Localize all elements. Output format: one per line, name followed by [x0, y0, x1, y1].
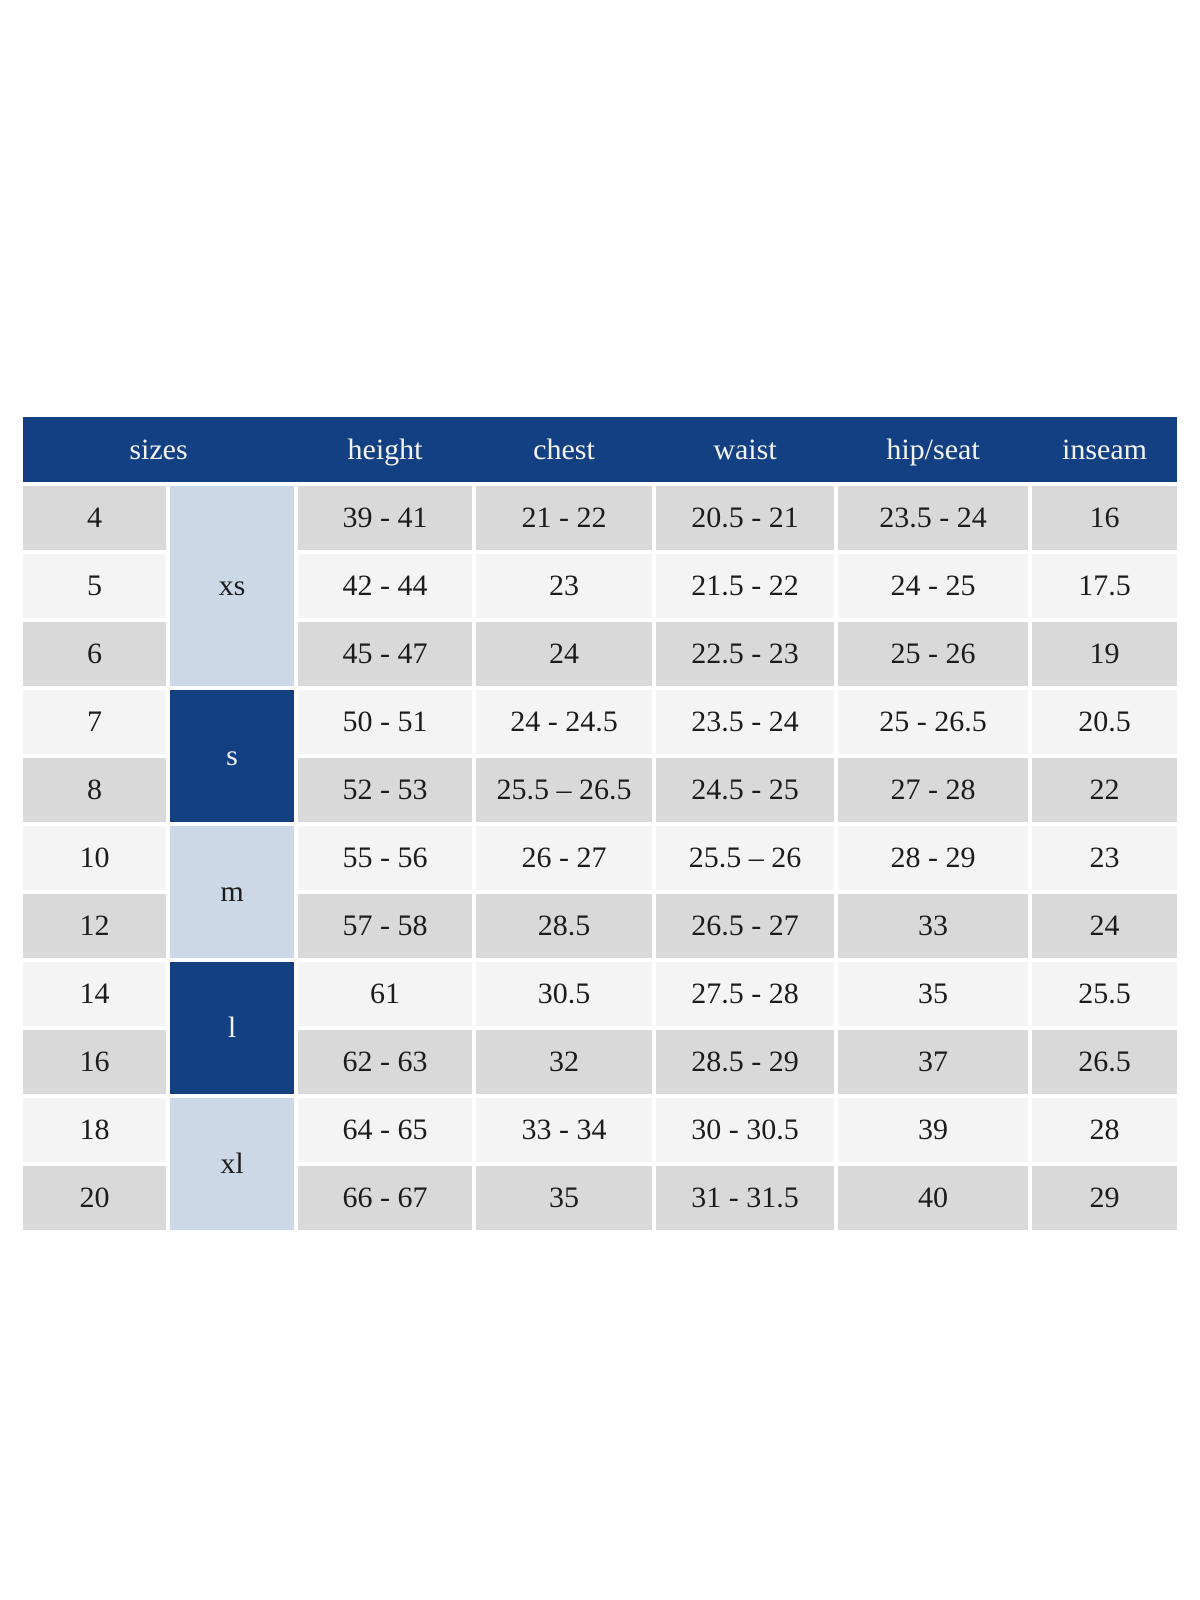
hip-seat-value: 40 [838, 1166, 1028, 1230]
height-value: 42 - 44 [298, 554, 472, 618]
size-value: 8 [23, 758, 166, 822]
inseam-value: 29 [1032, 1166, 1177, 1230]
height-value: 50 - 51 [298, 690, 472, 754]
inseam-value: 17.5 [1032, 554, 1177, 618]
size-value: 6 [23, 622, 166, 686]
chest-value: 21 - 22 [476, 486, 652, 550]
column-header-hip-seat: hip/seat [886, 432, 980, 466]
column-header-chest: chest [533, 432, 595, 466]
hip-seat-value: 39 [838, 1098, 1028, 1162]
chest-value: 33 - 34 [476, 1098, 652, 1162]
size-value: 14 [23, 962, 166, 1026]
hip-seat-value: 25 - 26.5 [838, 690, 1028, 754]
inseam-value: 25.5 [1032, 962, 1177, 1026]
hip-seat-value: 24 - 25 [838, 554, 1028, 618]
chest-value: 35 [476, 1166, 652, 1230]
chest-value: 24 [476, 622, 652, 686]
inseam-value: 24 [1032, 894, 1177, 958]
inseam-value: 16 [1032, 486, 1177, 550]
waist-value: 21.5 - 22 [656, 554, 834, 618]
height-value: 45 - 47 [298, 622, 472, 686]
size-value: 5 [23, 554, 166, 618]
size-group-xl: xl [170, 1098, 294, 1230]
height-value: 55 - 56 [298, 826, 472, 890]
size-group-s: s [170, 690, 294, 822]
size-group-xs: xs [170, 486, 294, 686]
inseam-value: 20.5 [1032, 690, 1177, 754]
size-value: 12 [23, 894, 166, 958]
inseam-value: 22 [1032, 758, 1177, 822]
inseam-value: 23 [1032, 826, 1177, 890]
waist-value: 20.5 - 21 [656, 486, 834, 550]
waist-value: 23.5 - 24 [656, 690, 834, 754]
column-header-waist: waist [713, 432, 777, 466]
hip-seat-value: 25 - 26 [838, 622, 1028, 686]
height-value: 39 - 41 [298, 486, 472, 550]
waist-value: 27.5 - 28 [656, 962, 834, 1026]
hip-seat-value: 37 [838, 1030, 1028, 1094]
inseam-value: 19 [1032, 622, 1177, 686]
hip-seat-value: 28 - 29 [838, 826, 1028, 890]
height-value: 52 - 53 [298, 758, 472, 822]
hip-seat-value: 23.5 - 24 [838, 486, 1028, 550]
hip-seat-value: 33 [838, 894, 1028, 958]
chest-value: 28.5 [476, 894, 652, 958]
height-value: 57 - 58 [298, 894, 472, 958]
size-chart-table: sizes height chest waist hip/seat inseam… [23, 417, 1177, 1230]
chest-value: 32 [476, 1030, 652, 1094]
size-value: 16 [23, 1030, 166, 1094]
height-value: 61 [298, 962, 472, 1026]
size-group-l: l [170, 962, 294, 1094]
size-value: 10 [23, 826, 166, 890]
size-group-m: m [170, 826, 294, 958]
chest-value: 30.5 [476, 962, 652, 1026]
column-header-inseam: inseam [1062, 432, 1147, 466]
chest-value: 25.5 – 26.5 [476, 758, 652, 822]
waist-value: 28.5 - 29 [656, 1030, 834, 1094]
header-bar [23, 417, 1177, 482]
inseam-value: 28 [1032, 1098, 1177, 1162]
column-header-height: height [347, 432, 423, 466]
height-value: 62 - 63 [298, 1030, 472, 1094]
chest-value: 26 - 27 [476, 826, 652, 890]
size-value: 7 [23, 690, 166, 754]
height-value: 64 - 65 [298, 1098, 472, 1162]
waist-value: 30 - 30.5 [656, 1098, 834, 1162]
chest-value: 23 [476, 554, 652, 618]
inseam-value: 26.5 [1032, 1030, 1177, 1094]
chest-value: 24 - 24.5 [476, 690, 652, 754]
size-value: 20 [23, 1166, 166, 1230]
waist-value: 22.5 - 23 [656, 622, 834, 686]
waist-value: 26.5 - 27 [656, 894, 834, 958]
waist-value: 24.5 - 25 [656, 758, 834, 822]
hip-seat-value: 27 - 28 [838, 758, 1028, 822]
size-value: 18 [23, 1098, 166, 1162]
size-value: 4 [23, 486, 166, 550]
column-header-sizes: sizes [129, 432, 188, 466]
waist-value: 31 - 31.5 [656, 1166, 834, 1230]
height-value: 66 - 67 [298, 1166, 472, 1230]
hip-seat-value: 35 [838, 962, 1028, 1026]
waist-value: 25.5 – 26 [656, 826, 834, 890]
